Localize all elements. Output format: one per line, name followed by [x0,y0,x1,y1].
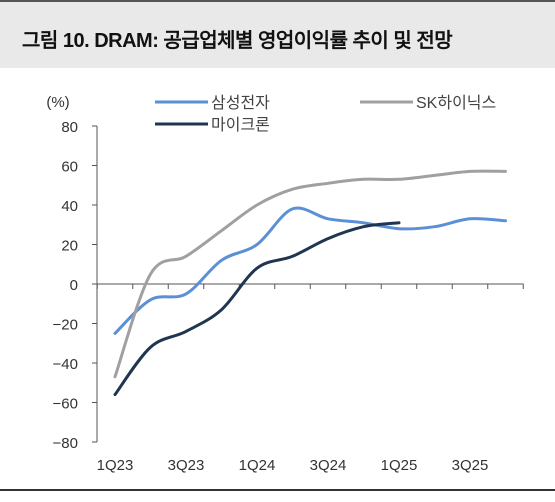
x-tick-label: 1Q23 [97,457,134,474]
legend-label-micron: 마이크론 [211,116,270,134]
x-tick-label: 1Q25 [381,457,418,474]
line-chart: 80 60 40 20 0 −20 −40 −60 −80 (%) 1Q23 3Q23 1Q24 3Q24… [46,94,524,474]
x-tick-label: 1Q24 [239,457,276,474]
y-tick-label: −40 [53,356,78,373]
series-line-skhynix [113,169,507,379]
bottom-rule [0,489,555,491]
legend-label-skhynix: SK하이닉스 [416,94,496,112]
x-tick-label: 3Q25 [452,457,489,474]
figure-header: 그림 10. DRAM: 공급업체별 영업이익률 추이 및 전망 [0,0,555,68]
y-tick-label: −80 [53,435,78,452]
figure-title: 그림 10. DRAM: 공급업체별 영업이익률 추이 및 전망 [22,30,453,52]
y-tick-label: 0 [70,277,78,294]
y-axis-unit-label: (%) [46,94,69,111]
y-tick-label: 60 [61,159,78,176]
y-tick-label: 40 [61,198,78,215]
y-tick-label: −20 [53,317,78,334]
chart-container: 80 60 40 20 0 −20 −40 −60 −80 (%) 1Q23 3Q23 1Q24 3Q24… [0,68,555,497]
x-tick-label: 3Q23 [168,457,205,474]
x-tick-label: 3Q24 [310,457,347,474]
legend-label-samsung: 삼성전자 [211,94,270,112]
series-line-samsung [113,206,507,335]
y-tick-label: 20 [61,238,78,255]
y-tick-label: −60 [53,396,78,413]
series-line-micron [113,221,401,397]
y-tick-label: 80 [61,119,78,136]
